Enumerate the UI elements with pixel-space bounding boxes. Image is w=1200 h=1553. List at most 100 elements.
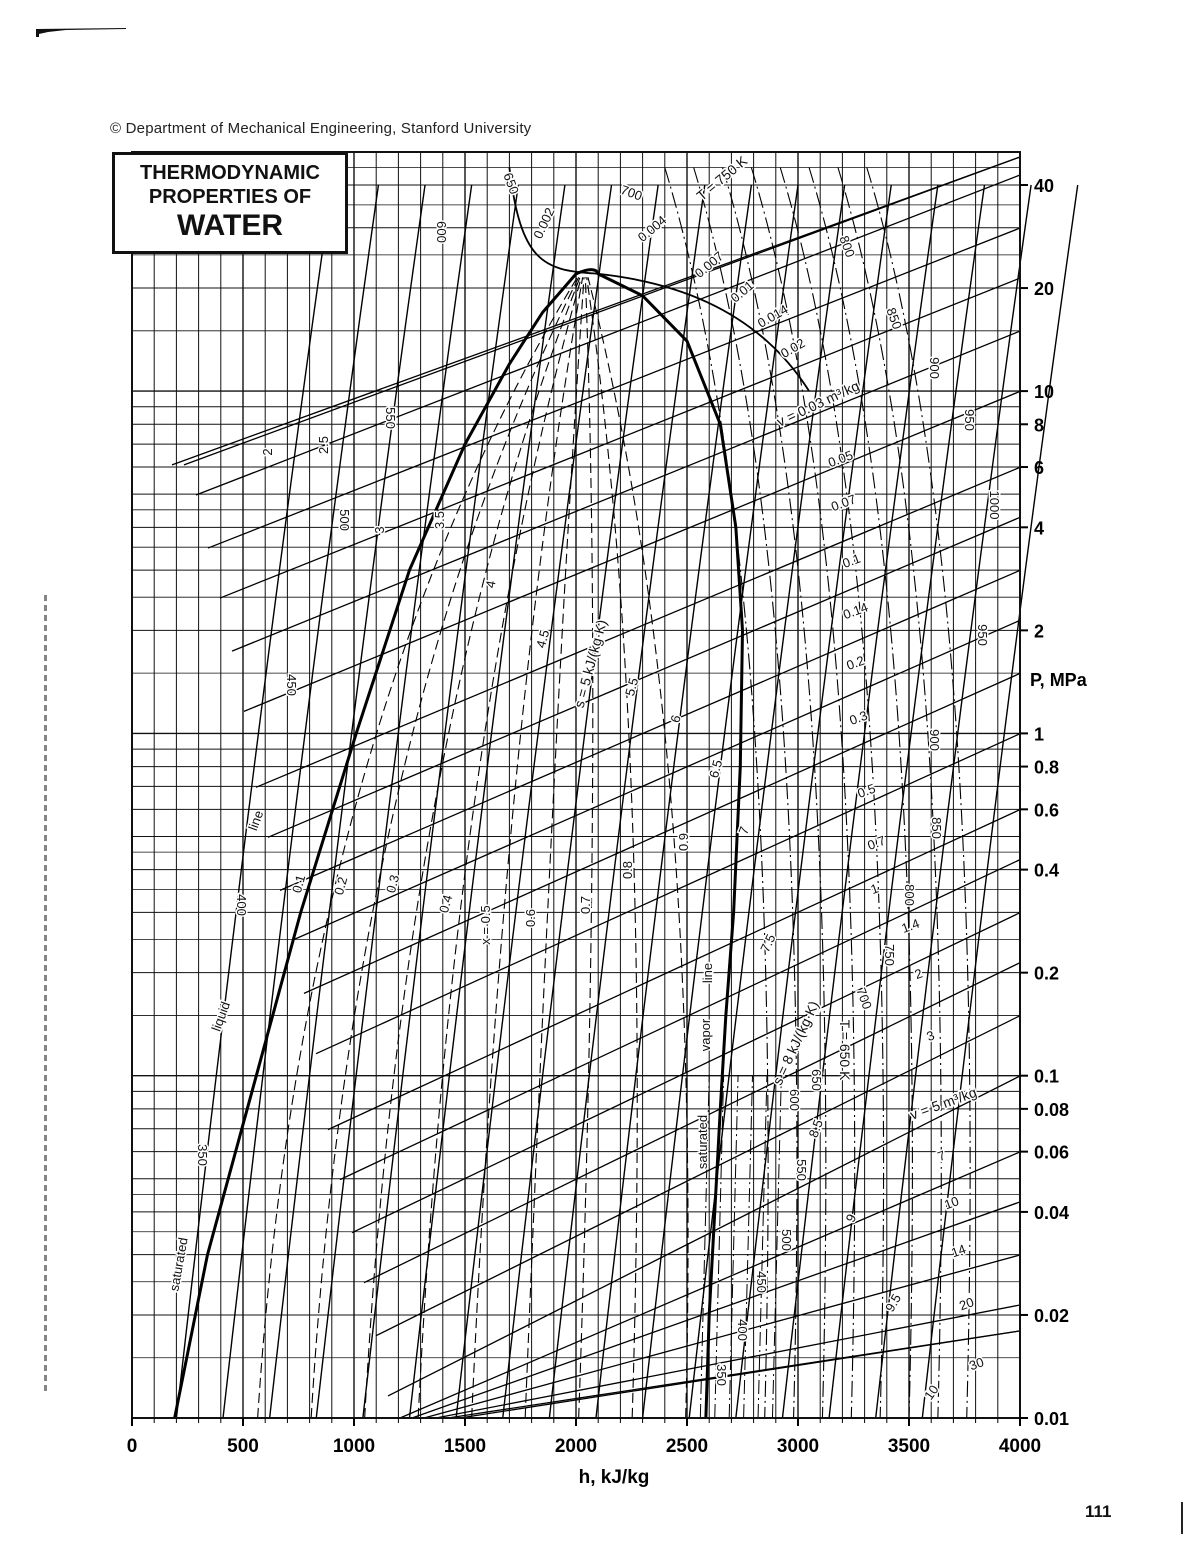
svg-text:9: 9: [843, 1212, 860, 1225]
copyright-text: © Department of Mechanical Engineering, …: [110, 120, 532, 137]
chart-title-box: THERMODYNAMIC PROPERTIES OF WATER: [112, 152, 348, 254]
svg-text:500: 500: [227, 1436, 259, 1457]
svg-text:0.3: 0.3: [383, 873, 402, 894]
saturation-dome: [173, 268, 745, 1419]
svg-text:600: 600: [787, 1089, 802, 1111]
svg-text:850: 850: [929, 817, 944, 839]
svg-text:10: 10: [1034, 382, 1054, 402]
page-edge-rule: [1181, 1502, 1183, 1534]
svg-text:2: 2: [1034, 621, 1044, 641]
svg-text:20: 20: [1034, 279, 1054, 299]
svg-text:550: 550: [383, 407, 398, 429]
svg-text:0.1: 0.1: [1034, 1067, 1059, 1087]
svg-text:4: 4: [483, 579, 499, 589]
svg-text:0.8: 0.8: [1034, 758, 1059, 778]
svg-text:0.4: 0.4: [1034, 861, 1059, 881]
svg-text:400: 400: [234, 894, 249, 916]
svg-text:750: 750: [882, 944, 897, 966]
svg-text:T = 650 K: T = 650 K: [837, 1020, 853, 1082]
svg-text:700: 700: [853, 986, 875, 1012]
svg-text:900: 900: [927, 729, 942, 751]
svg-text:1000: 1000: [333, 1436, 375, 1457]
property-curves: [171, 156, 1079, 1419]
svg-text:0.6: 0.6: [523, 909, 538, 927]
svg-text:6.5: 6.5: [706, 758, 725, 779]
svg-text:0.02: 0.02: [1034, 1306, 1069, 1326]
svg-text:3.5: 3.5: [432, 511, 447, 529]
svg-text:14: 14: [949, 1241, 968, 1260]
svg-text:400: 400: [735, 1319, 750, 1341]
svg-text:450: 450: [284, 674, 299, 696]
svg-text:line: line: [700, 963, 715, 983]
svg-text:x = 0.5: x = 0.5: [478, 905, 493, 944]
svg-text:0: 0: [127, 1436, 138, 1457]
svg-text:saturated: saturated: [166, 1236, 190, 1292]
svg-text:450: 450: [754, 1271, 769, 1293]
svg-text:10: 10: [942, 1193, 961, 1212]
svg-text:650: 650: [809, 1069, 824, 1091]
svg-text:saturated: saturated: [695, 1115, 710, 1169]
svg-text:4000: 4000: [999, 1436, 1041, 1457]
svg-text:0.2: 0.2: [331, 875, 350, 896]
svg-text:v = 0.03 m³/kg: v = 0.03 m³/kg: [774, 377, 862, 429]
svg-text:h, kJ/kg: h, kJ/kg: [579, 1467, 650, 1488]
svg-text:950: 950: [975, 624, 990, 646]
svg-text:3: 3: [924, 1027, 936, 1044]
svg-text:3000: 3000: [777, 1436, 819, 1457]
svg-text:0.2: 0.2: [844, 653, 866, 673]
scan-margin-artifact: [44, 595, 47, 1395]
svg-text:0.04: 0.04: [1034, 1203, 1069, 1223]
svg-text:0.2: 0.2: [1034, 964, 1059, 984]
svg-text:4.5: 4.5: [533, 628, 552, 649]
svg-text:1000: 1000: [987, 491, 1002, 520]
title-line-1: THERMODYNAMIC: [140, 162, 320, 184]
svg-text:6: 6: [1034, 458, 1044, 478]
svg-text:6: 6: [667, 713, 683, 724]
svg-text:0.4: 0.4: [436, 893, 455, 914]
svg-text:0.07: 0.07: [829, 491, 858, 514]
svg-text:0.1: 0.1: [289, 873, 308, 894]
scan-artifact: [36, 24, 126, 37]
svg-text:3500: 3500: [888, 1436, 930, 1457]
svg-text:2500: 2500: [666, 1436, 708, 1457]
svg-text:v = 5 m³/kg: v = 5 m³/kg: [908, 1084, 979, 1123]
svg-text:9.5: 9.5: [882, 1291, 904, 1314]
svg-text:1: 1: [1034, 724, 1044, 744]
svg-text:T = 750 K: T = 750 K: [693, 152, 750, 204]
svg-text:2.5: 2.5: [316, 436, 331, 454]
svg-text:800: 800: [902, 884, 917, 906]
svg-text:40: 40: [1034, 176, 1054, 196]
svg-text:0.08: 0.08: [1034, 1100, 1069, 1120]
svg-text:P, MPa: P, MPa: [1030, 670, 1088, 690]
svg-text:1500: 1500: [444, 1436, 486, 1457]
svg-text:500: 500: [337, 509, 352, 531]
svg-text:2: 2: [912, 965, 924, 982]
svg-text:800: 800: [836, 234, 858, 260]
svg-text:20: 20: [957, 1294, 976, 1313]
chart-grid: [131, 152, 1021, 1419]
title-line-2: PROPERTIES OF: [148, 186, 312, 208]
svg-text:5.5: 5.5: [622, 676, 641, 697]
svg-text:0.1: 0.1: [840, 551, 862, 571]
svg-text:0.004: 0.004: [635, 212, 670, 244]
svg-text:0.02: 0.02: [778, 335, 807, 361]
svg-text:7: 7: [935, 1147, 947, 1164]
svg-text:600: 600: [434, 221, 449, 243]
svg-text:550: 550: [794, 1159, 809, 1181]
svg-text:4: 4: [1034, 518, 1044, 538]
svg-text:liquid: liquid: [209, 1000, 233, 1034]
svg-text:3: 3: [372, 526, 387, 533]
svg-text:vapor: vapor: [698, 1018, 713, 1051]
svg-text:2000: 2000: [555, 1436, 597, 1457]
svg-text:0.6: 0.6: [1034, 800, 1059, 820]
svg-text:0.01: 0.01: [1034, 1409, 1069, 1429]
svg-text:650: 650: [500, 171, 522, 197]
svg-text:1.4: 1.4: [899, 916, 921, 936]
svg-text:350: 350: [714, 1364, 729, 1386]
svg-text:0.7: 0.7: [578, 896, 593, 914]
svg-text:0.7: 0.7: [865, 833, 887, 853]
svg-text:350: 350: [195, 1144, 210, 1166]
svg-text:500: 500: [779, 1229, 794, 1251]
